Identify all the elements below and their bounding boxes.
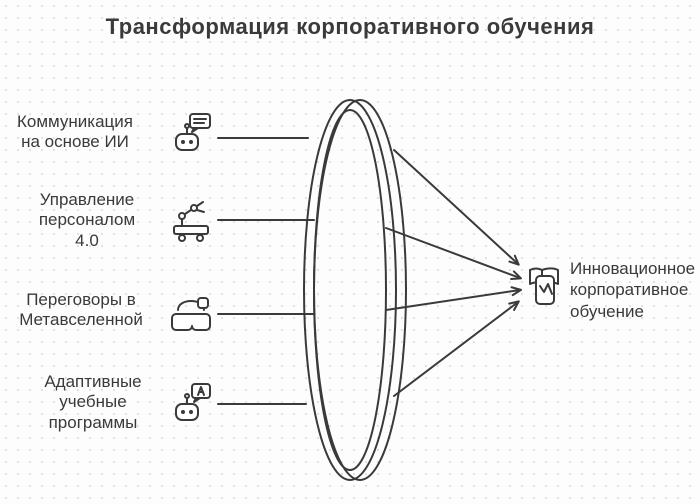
diagram-canvas: Трансформация корпоративного обучения Ко… (0, 0, 700, 504)
input-connectors (218, 138, 314, 404)
connectors-overlay (0, 0, 700, 504)
lens (304, 100, 406, 480)
